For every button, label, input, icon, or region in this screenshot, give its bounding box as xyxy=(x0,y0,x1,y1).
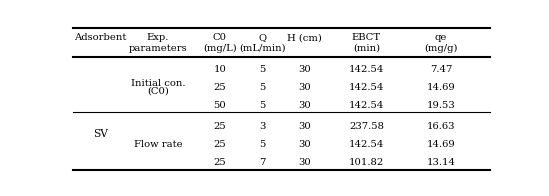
Text: C0: C0 xyxy=(212,33,227,42)
Text: 25: 25 xyxy=(214,158,226,167)
Text: 25: 25 xyxy=(214,122,226,131)
Text: Adsorbent: Adsorbent xyxy=(74,33,127,42)
Text: (mL/min): (mL/min) xyxy=(239,44,285,53)
Text: 16.63: 16.63 xyxy=(427,122,455,131)
Text: 30: 30 xyxy=(299,122,311,131)
Text: (min): (min) xyxy=(353,44,380,53)
Text: 14.69: 14.69 xyxy=(427,140,455,149)
Text: 7.47: 7.47 xyxy=(430,65,452,74)
Text: 237.58: 237.58 xyxy=(349,122,384,131)
Text: 30: 30 xyxy=(299,101,311,110)
Text: Initial con.: Initial con. xyxy=(131,79,185,88)
Text: (mg/g): (mg/g) xyxy=(424,44,458,53)
Text: 7: 7 xyxy=(259,158,265,167)
Text: 30: 30 xyxy=(299,83,311,92)
Text: 10: 10 xyxy=(213,65,226,74)
Text: 30: 30 xyxy=(299,140,311,149)
Text: 13.14: 13.14 xyxy=(427,158,456,167)
Text: SV: SV xyxy=(93,129,108,139)
Text: Exp.: Exp. xyxy=(147,33,169,42)
Text: Q: Q xyxy=(258,33,266,42)
Text: 101.82: 101.82 xyxy=(349,158,384,167)
Text: parameters: parameters xyxy=(128,44,187,53)
Text: 142.54: 142.54 xyxy=(349,140,384,149)
Text: 25: 25 xyxy=(214,140,226,149)
Text: 142.54: 142.54 xyxy=(349,65,384,74)
Text: 25: 25 xyxy=(214,83,226,92)
Text: EBCT: EBCT xyxy=(352,33,381,42)
Text: 30: 30 xyxy=(299,158,311,167)
Text: (mg/L): (mg/L) xyxy=(203,44,237,53)
Text: 5: 5 xyxy=(259,140,265,149)
Text: H (cm): H (cm) xyxy=(287,33,322,42)
Text: qe: qe xyxy=(435,33,447,42)
Text: 5: 5 xyxy=(259,65,265,74)
Text: 5: 5 xyxy=(259,101,265,110)
Text: 5: 5 xyxy=(259,83,265,92)
Text: 14.69: 14.69 xyxy=(427,83,455,92)
Text: 19.53: 19.53 xyxy=(427,101,455,110)
Text: Flow rate: Flow rate xyxy=(133,140,182,149)
Text: (C0): (C0) xyxy=(147,86,169,95)
Text: 142.54: 142.54 xyxy=(349,83,384,92)
Text: 30: 30 xyxy=(299,65,311,74)
Text: 50: 50 xyxy=(214,101,226,110)
Text: 3: 3 xyxy=(259,122,265,131)
Text: 142.54: 142.54 xyxy=(349,101,384,110)
